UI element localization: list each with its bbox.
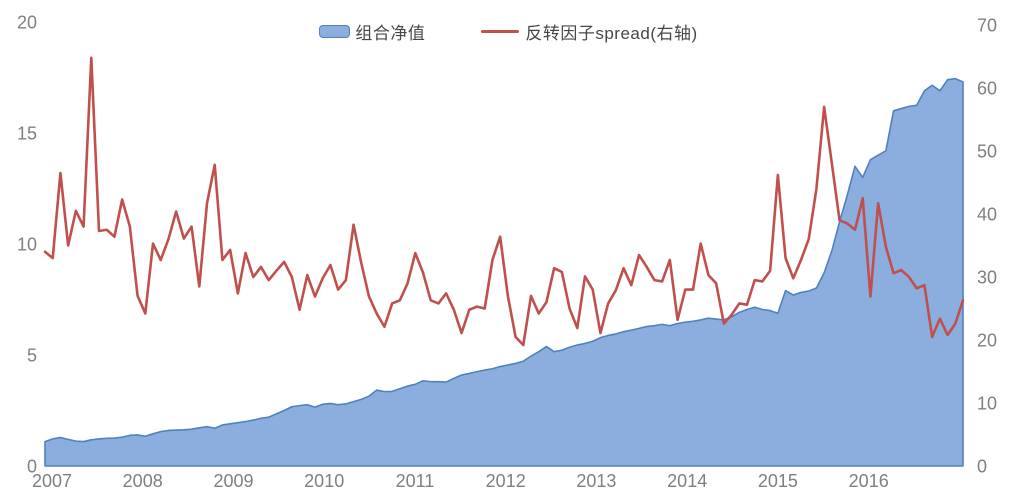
right-axis-tick-label: 20 <box>977 330 997 350</box>
left-axis-tick-label: 20 <box>17 12 37 32</box>
reversal-spread-line-series <box>43 56 965 347</box>
right-axis-tick-label: 0 <box>977 456 987 476</box>
left-axis-tick-label: 0 <box>27 456 37 476</box>
x-axis-tick-label: 2011 <box>396 471 435 491</box>
right-axis-tick-label: 70 <box>977 15 997 35</box>
x-axis-tick-label: 2016 <box>849 471 889 491</box>
x-axis-tick-label: 2008 <box>123 471 163 491</box>
right-axis-tick-label: 40 <box>977 204 997 224</box>
x-axis-tick-label: 2015 <box>758 471 798 491</box>
right-axis-tick-label: 30 <box>977 267 997 287</box>
right-axis-tick-label: 60 <box>977 78 997 98</box>
right-axis-tick-label: 10 <box>977 393 997 413</box>
x-axis-tick-label: 2010 <box>304 471 344 491</box>
left-axis-tick-label: 5 <box>27 345 37 365</box>
x-axis-tick-label: 2009 <box>213 471 253 491</box>
x-axis-tick-label: 2012 <box>486 471 526 491</box>
x-axis-tick-label: 2014 <box>667 471 707 491</box>
x-axis-tick-label: 2007 <box>32 471 72 491</box>
portfolio-nav-area-series <box>44 77 964 467</box>
right-axis-tick-label: 50 <box>977 141 997 161</box>
x-axis-tick-label: 2013 <box>576 471 616 491</box>
left-axis-tick-label: 10 <box>17 234 37 254</box>
left-axis-tick-label: 15 <box>17 123 37 143</box>
